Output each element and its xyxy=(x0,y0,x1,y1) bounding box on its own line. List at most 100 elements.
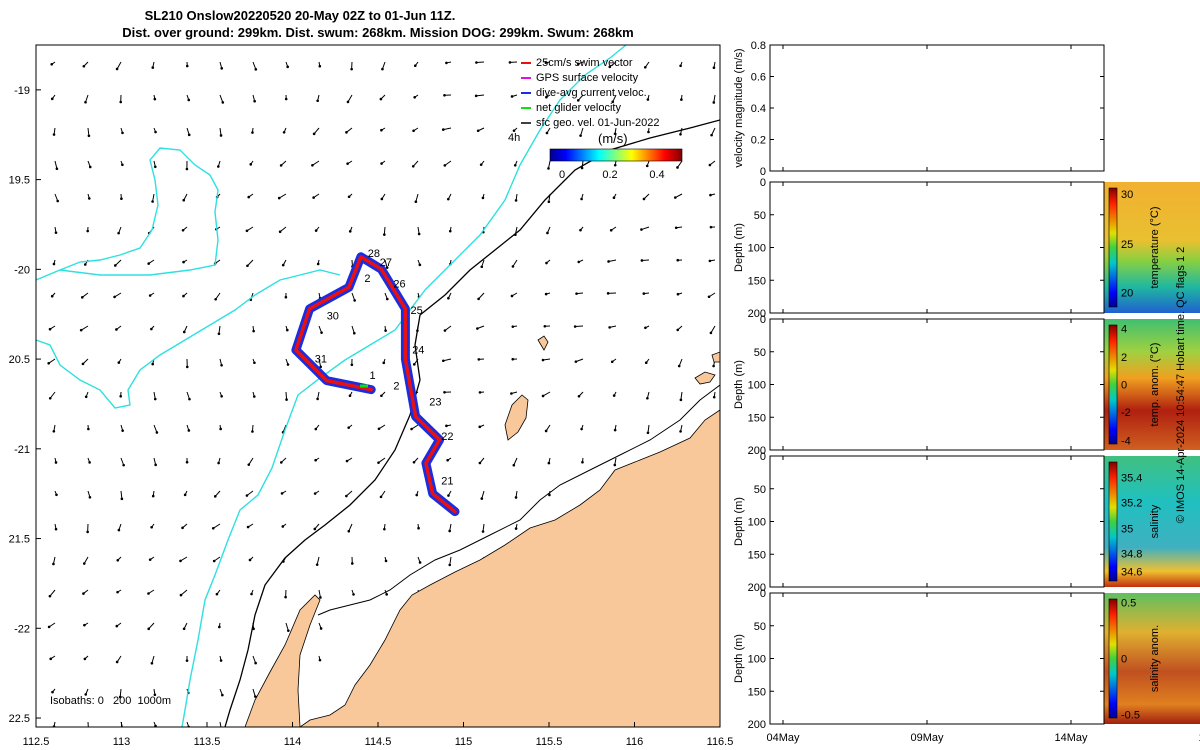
colorbar-tick: -4 xyxy=(1121,435,1131,447)
colorbar-tick: 0 xyxy=(1121,654,1127,666)
map-xtick: 114 xyxy=(284,736,302,748)
depth-ytick: 200 xyxy=(748,719,766,731)
colorbar-unit: (m/s) xyxy=(598,131,628,146)
colorbar-tick: -2 xyxy=(1121,407,1131,419)
map-xtick: 114.5 xyxy=(365,736,392,748)
heatmap-panel-salinity: 0 50 100 150 200 Depth (m) 35.4 35.2 35 34.8 34.6 s… xyxy=(733,451,1200,594)
day-label: 28 xyxy=(368,248,380,260)
velocity-ylabel: velocity magnitude (m/s) xyxy=(733,48,745,167)
depth-ytick: 150 xyxy=(748,686,766,698)
colorbar-tick: 0 xyxy=(1121,380,1127,392)
depth-ytick: 100 xyxy=(748,654,766,666)
velocity-ytick: 0.4 xyxy=(751,103,766,115)
map-ytick: -19 xyxy=(14,85,30,97)
heatmap-panel-temperature: 0 50 100 150 200 Depth (m) 30 25 20 temperature (… xyxy=(733,177,1200,320)
day-label: 31 xyxy=(315,354,327,366)
peninsula xyxy=(244,594,321,727)
map-xtick: 115 xyxy=(455,736,473,748)
chart-title-line1: SL210 Onslow20220520 20-May 02Z to 01-Ju… xyxy=(145,8,456,23)
depth-ytick: 150 xyxy=(748,549,766,561)
date-xtick: 14May xyxy=(1054,732,1088,744)
isobath-shelf-loop xyxy=(36,147,341,409)
map-ytick: 20.5 xyxy=(9,354,30,366)
surface-current-vectors xyxy=(47,61,716,727)
map-xtick: 112.5 xyxy=(23,736,50,748)
depth-ytick: 100 xyxy=(748,243,766,255)
velocity-panel xyxy=(769,44,1105,172)
track-swim-vectors xyxy=(294,255,457,514)
colorbar-tick: 30 xyxy=(1121,189,1133,201)
depth-ytick: 0 xyxy=(760,177,766,189)
depth-ytick: 50 xyxy=(754,484,766,496)
depth-ytick: 0 xyxy=(760,451,766,463)
colorbar-tick: 25 xyxy=(1121,239,1133,251)
map-ytick: 22.5 xyxy=(9,713,30,725)
velocity-ytick: 0 xyxy=(760,166,766,178)
depth-ytick: 50 xyxy=(754,347,766,359)
colorbar-tick: 35 xyxy=(1121,524,1133,536)
legend-item-dive-avg: dive-avg current veloc. xyxy=(536,87,647,99)
colorbar-tick-0: 0 xyxy=(559,169,565,181)
legend-item-gps: GPS surface velocity xyxy=(536,72,639,84)
legend-item-sfc: sfc geo. vel. 01-Jun-2022 xyxy=(536,117,660,129)
colorbar-tick: 34.6 xyxy=(1121,566,1142,578)
velocity-yticks: 0 0.2 0.4 0.6 0.8 xyxy=(751,40,1104,178)
map-xtick: 115.5 xyxy=(536,736,563,748)
velocity-ytick: 0.2 xyxy=(751,135,766,147)
map-xtick: 113 xyxy=(113,736,131,748)
colorbar-tick: 2 xyxy=(1121,352,1127,364)
depth-ytick: 200 xyxy=(748,308,766,320)
depth-ytick: 200 xyxy=(748,582,766,594)
day-label: 27 xyxy=(380,257,392,269)
map-ytick: -21 xyxy=(14,444,30,456)
depth-ylabel: Depth (m) xyxy=(733,497,745,546)
map-xtick: 116.5 xyxy=(707,736,734,748)
mainland xyxy=(299,409,720,727)
depth-ytick: 150 xyxy=(748,275,766,287)
time-series-panels: 0 0.2 0.4 0.6 0.8 velocity magnitude (m/s) 0… xyxy=(733,40,1200,744)
colorbar-label-temp_anomaly: temp. anom. (°C) xyxy=(1149,343,1161,427)
colorbar-salinity xyxy=(1108,461,1118,582)
colorbar-tick: 4 xyxy=(1121,324,1127,336)
footer-note: © IMOS 14-Apr-2024 10:54:47 Hobart time.… xyxy=(1175,247,1187,524)
map-xtick: 113.5 xyxy=(194,736,221,748)
legend-item-swim: 25cm/s swim vector xyxy=(536,57,633,69)
isobaths-label: Isobaths: 0 200 1000m xyxy=(50,695,171,707)
heatmap-panel-temp_anomaly: 0 50 100 150 200 Depth (m) 4 2 0 -2 -4 temp. anom. … xyxy=(733,314,1200,457)
map-axis-ticks: 112.5 113 113.5 114 114.5 115 115.5 116 116.5 -19… xyxy=(9,85,734,748)
velocity-ytick: 0.6 xyxy=(751,72,766,84)
speed-colorbar xyxy=(549,148,683,162)
colorbar-label-temperature: temperature (°C) xyxy=(1149,206,1161,288)
legend-item-net: net glider velocity xyxy=(536,102,621,114)
map-legend: 25cm/s swim vector GPS surface velocity … xyxy=(50,57,683,707)
colorbar-temp_anomaly xyxy=(1108,324,1118,445)
barrow-island xyxy=(504,394,529,441)
isobath-1000m xyxy=(181,45,627,727)
day-label: 2 xyxy=(364,273,370,285)
day-label: 22 xyxy=(441,431,453,443)
colorbar-tick-1: 0.2 xyxy=(602,169,617,181)
day-label: 30 xyxy=(327,311,339,323)
depth-ytick: 100 xyxy=(748,517,766,529)
depth-ytick: 0 xyxy=(760,588,766,600)
colorbar-salinity_anomaly xyxy=(1108,598,1118,719)
date-xtick: 09May xyxy=(910,732,944,744)
date-xtick: 04May xyxy=(766,732,800,744)
depth-ytick: 50 xyxy=(754,210,766,222)
depth-ylabel: Depth (m) xyxy=(733,223,745,272)
colorbar-tick: 35.4 xyxy=(1121,472,1142,484)
map-xtick: 116 xyxy=(626,736,644,748)
depth-ylabel: Depth (m) xyxy=(733,634,745,683)
day-label: 1 xyxy=(369,370,375,382)
map-ytick: -20 xyxy=(14,264,30,276)
colorbar-tick: 34.8 xyxy=(1121,549,1142,561)
heatmap-panel-salinity_anomaly: 0 50 100 150 200 Depth (m) 0.5 0 -0.5 salinity an… xyxy=(733,588,1200,731)
chart-title-line2: Dist. over ground: 299km. Dist. swum: 26… xyxy=(122,25,634,40)
time-step-label: 4h xyxy=(508,132,520,144)
day-label: 26 xyxy=(393,278,405,290)
depth-ytick: 100 xyxy=(748,380,766,392)
depth-ylabel: Depth (m) xyxy=(733,360,745,409)
map-ytick: 19.5 xyxy=(9,175,30,187)
